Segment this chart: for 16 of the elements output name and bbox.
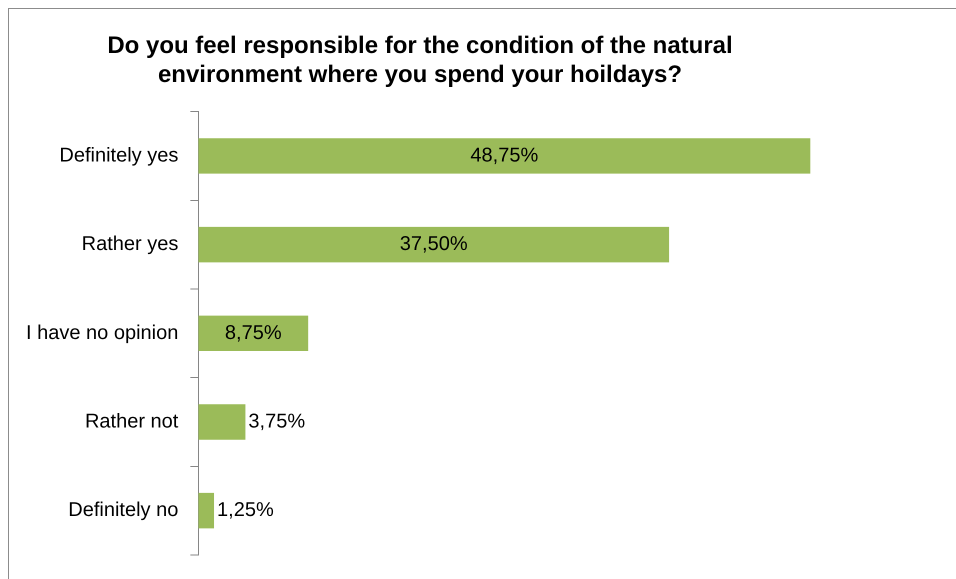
data-label: 3,75% [248,410,306,432]
bar [198,138,810,174]
y-tick-label: Definitely no [68,499,178,522]
data-label: 37,50% [400,233,468,256]
chart-title: Do you feel responsible for the condition of the natural environment where you spend your hoildays? [107,32,733,88]
bar [198,492,214,528]
bar [198,316,308,352]
data-label: 1,25% [217,499,274,522]
y-tick-label: Definitely yes [59,144,178,166]
y-tick-label: Rather not [84,410,179,432]
data-label: 48,75% [470,144,538,166]
bar [198,404,246,440]
data-label: 8,75% [224,322,282,344]
y-tick-label: I have no opinion [26,322,178,344]
y-tick-label: Rather yes [82,233,178,256]
bar [198,226,670,262]
